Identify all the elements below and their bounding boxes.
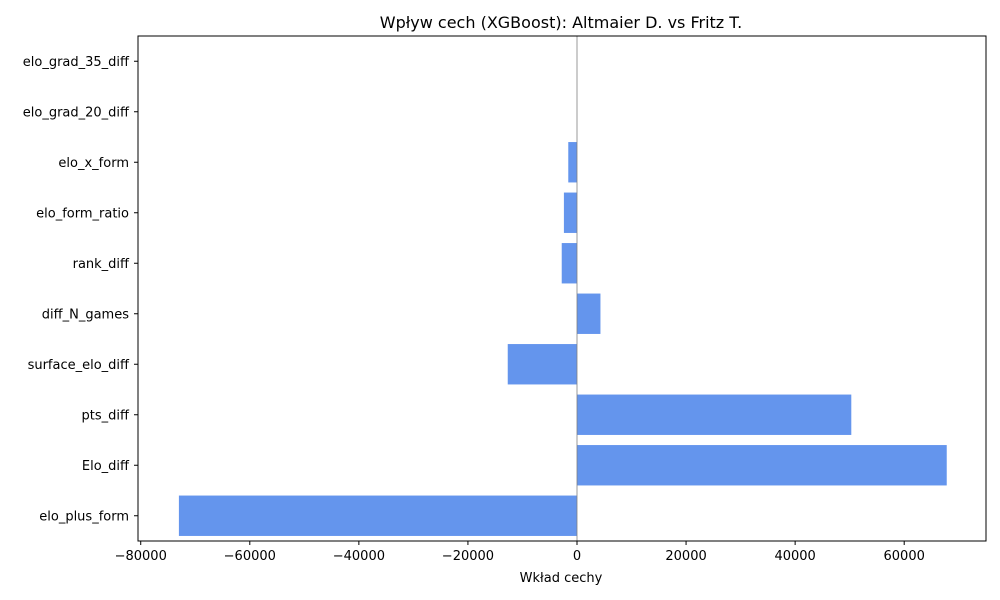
y-tick-label: elo_plus_form: [39, 509, 129, 524]
x-tick-label: −60000: [224, 549, 276, 564]
y-tick-label: diff_N_games: [42, 307, 129, 322]
bar-elo_form_ratio: [563, 192, 577, 233]
y-tick-label: elo_x_form: [58, 156, 129, 171]
y-tick-label: elo_form_ratio: [36, 206, 129, 221]
x-tick-label: 40000: [774, 549, 815, 564]
bars-group: [178, 142, 947, 536]
bar-elo_x_form: [568, 142, 577, 183]
bar-surface_elo_diff: [507, 344, 577, 385]
x-tick-label: −80000: [115, 549, 167, 564]
x-axis-label: Wkład cechy: [520, 571, 603, 586]
y-tick-label: pts_diff: [82, 408, 130, 423]
y-tick-label: surface_elo_diff: [28, 358, 130, 373]
y-tick-label: rank_diff: [73, 257, 130, 272]
x-axis: −80000 −60000 −40000 −20000 0 20000 40000 60000: [115, 541, 925, 564]
x-tick-label: 0: [573, 549, 581, 564]
x-tick-label: −20000: [442, 549, 494, 564]
y-axis: elo_plus_form Elo_diff pts_diff surface_elo…: [23, 55, 138, 524]
chart-title: Wpływ cech (XGBoost): Altmaier D. vs Fri…: [380, 13, 742, 32]
bar-diff_N_games: [576, 293, 601, 334]
bar-elo_plus_form: [178, 495, 577, 536]
bar-pts_diff: [576, 394, 852, 435]
plot-frame: [137, 35, 987, 542]
x-tick-label: −40000: [333, 549, 385, 564]
x-tick-label: 60000: [884, 549, 925, 564]
x-tick-label: 20000: [665, 549, 706, 564]
y-tick-label: elo_grad_20_diff: [23, 105, 130, 120]
y-tick-label: Elo_diff: [82, 459, 130, 474]
bar-rank_diff: [561, 243, 577, 284]
bar-Elo_diff: [576, 445, 947, 486]
y-tick-label: elo_grad_35_diff: [23, 55, 130, 70]
